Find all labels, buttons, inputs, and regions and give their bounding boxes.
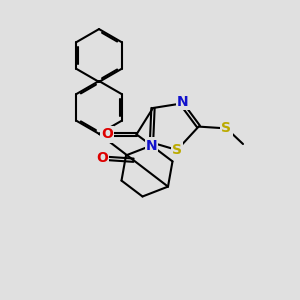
Text: S: S	[221, 122, 232, 135]
Text: O: O	[101, 128, 113, 141]
Text: N: N	[177, 95, 189, 109]
Text: O: O	[96, 152, 108, 165]
Text: S: S	[172, 143, 182, 157]
Text: N: N	[146, 139, 157, 152]
